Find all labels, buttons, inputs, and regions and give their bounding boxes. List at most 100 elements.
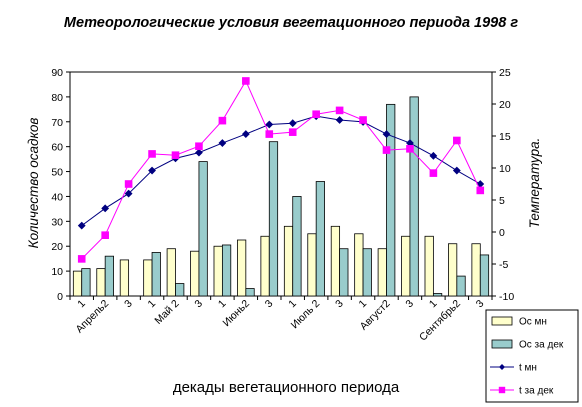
y-right-tick-label: 5: [499, 195, 505, 207]
y-right-tick-label: 20: [499, 99, 511, 111]
x-tick-label: 3: [263, 298, 276, 311]
y-tick-label: 30: [51, 216, 63, 228]
point: [195, 148, 203, 157]
point: [241, 130, 250, 138]
bar: [260, 235, 270, 297]
bar: [479, 254, 490, 297]
bar: [362, 248, 372, 297]
y-right-tick-label: -5: [499, 259, 508, 271]
bar: [72, 270, 83, 297]
bar: [175, 283, 185, 297]
y-axis-title: Количество осадков: [26, 118, 41, 249]
bar: [409, 96, 419, 297]
y-tick-label: 40: [51, 191, 63, 203]
bar: [104, 255, 114, 297]
bar: [448, 243, 458, 297]
bar: [245, 288, 255, 297]
bar: [96, 268, 106, 297]
bar: [424, 235, 434, 297]
bar: [81, 268, 91, 297]
bar: [268, 141, 279, 297]
series-line: [81, 115, 481, 227]
x-tick-label: 1: [146, 298, 159, 311]
plot-area: 0102030405060708090-10-505101520251Апрел…: [51, 67, 514, 344]
y-right-tick-label: 0: [499, 227, 505, 239]
point: [453, 136, 461, 145]
point: [148, 150, 156, 158]
x-tick-label: 3: [403, 298, 416, 311]
legend-label: t за дек: [519, 386, 554, 397]
point: [171, 151, 180, 159]
bar: [237, 239, 247, 297]
bar: [330, 225, 341, 297]
x-tick-label: Сентябрь2: [417, 298, 463, 344]
bar: [401, 235, 411, 297]
bar: [283, 225, 294, 297]
x-tick-label: 3: [122, 298, 135, 311]
point: [101, 231, 109, 239]
point: [124, 189, 133, 198]
x-tick-label: 3: [474, 298, 487, 311]
point: [429, 151, 438, 160]
point: [195, 142, 203, 151]
bar: [292, 196, 302, 297]
point: [288, 128, 297, 136]
point: [218, 116, 227, 125]
bar: [151, 252, 161, 297]
y-tick-label: 20: [51, 241, 63, 253]
point: [335, 106, 344, 115]
x-tick-label: 1: [286, 298, 299, 311]
x-tick-label: 1: [216, 298, 229, 311]
point: [242, 77, 250, 85]
point: [382, 130, 391, 138]
bar: [213, 245, 223, 297]
y-tick-label: 70: [51, 117, 63, 129]
bar: [377, 248, 387, 297]
y-tick-label: 90: [51, 67, 63, 79]
y-right-tick-label: 25: [499, 67, 511, 79]
bar: [198, 161, 208, 297]
legend-marker: [499, 364, 505, 370]
bar: [190, 250, 200, 297]
point: [218, 139, 227, 147]
point: [476, 186, 485, 195]
y-right-tick-label: -10: [499, 291, 514, 303]
legend: Ос мн Ос за дек t мн t за дек: [485, 309, 579, 403]
point: [265, 130, 274, 138]
legend-label: t мн: [519, 363, 537, 374]
y-tick-label: 0: [57, 291, 63, 303]
point: [406, 145, 414, 153]
chart-title: Метеорологические условия вегетационного…: [64, 15, 518, 31]
y-tick-label: 60: [51, 142, 63, 154]
x-axis-title: декады вегетационного периода: [173, 379, 400, 396]
point: [335, 116, 344, 124]
x-tick-label: 3: [192, 298, 205, 311]
y-tick-label: 50: [51, 167, 63, 179]
x-tick-label: Июнь2: [220, 298, 252, 330]
series-line: [81, 79, 481, 260]
bar: [432, 293, 443, 297]
point: [101, 204, 110, 213]
x-tick-label: 1: [75, 298, 88, 311]
point: [359, 116, 367, 124]
bar: [386, 103, 396, 297]
bar: [354, 233, 364, 297]
point: [429, 169, 438, 177]
y-tick-label: 80: [51, 92, 63, 104]
legend-swatch: [491, 339, 513, 349]
x-tick-label: 1: [427, 298, 440, 311]
point: [77, 221, 86, 230]
legend-label: Ос за дек: [519, 340, 564, 351]
bar: [471, 243, 481, 297]
bar: [166, 248, 176, 297]
legend-marker: [498, 386, 506, 394]
y-axis-right-title: Температура.: [527, 138, 542, 229]
x-tick-label: 1: [357, 298, 370, 311]
bar: [221, 244, 232, 297]
point: [288, 119, 297, 128]
point: [148, 166, 156, 175]
legend-swatch: [491, 316, 513, 326]
bar: [307, 233, 317, 297]
bar: [119, 259, 130, 297]
